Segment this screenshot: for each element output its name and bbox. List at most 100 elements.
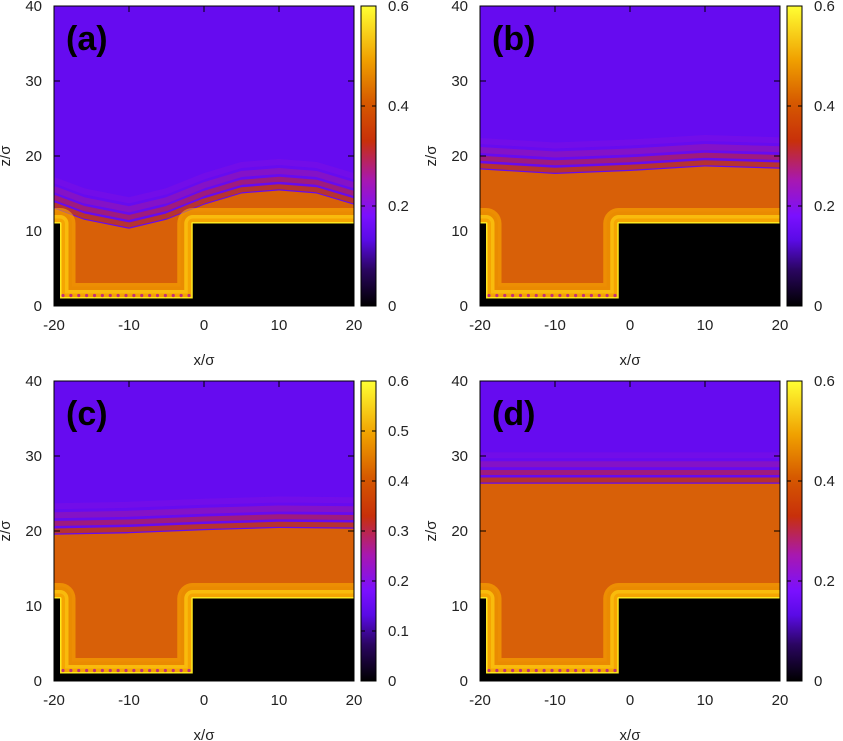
- colorbar-tick-label: 0.6: [388, 373, 409, 390]
- y-tick-label: 0: [34, 298, 42, 315]
- density-peak: [69, 668, 73, 673]
- colorbar-tick-label: 0.3: [388, 523, 409, 540]
- density-peak: [503, 668, 507, 673]
- density-peak: [100, 668, 104, 673]
- substrate: [54, 223, 354, 306]
- panel-label: (c): [66, 395, 108, 433]
- substrate: [54, 598, 354, 681]
- y-tick-label: 20: [25, 148, 42, 165]
- x-tick-label: 0: [200, 317, 208, 334]
- density-peak: [495, 293, 499, 298]
- density-peak: [511, 668, 515, 673]
- density-peak: [605, 668, 609, 673]
- x-tick-label: 0: [626, 317, 634, 334]
- density-peak: [132, 293, 136, 298]
- density-peak: [132, 668, 136, 673]
- density-peak: [148, 668, 152, 673]
- y-tick-label: 30: [25, 73, 42, 90]
- colorbar-gradient: [786, 380, 803, 682]
- x-tick-label: -20: [469, 317, 491, 334]
- density-peak: [511, 293, 515, 298]
- density-peak: [61, 668, 65, 673]
- x-tick-label: -10: [544, 317, 566, 334]
- y-axis-label: z/σ: [423, 145, 440, 167]
- interface-band: [54, 184, 354, 228]
- colorbar-tick-label: 0.4: [388, 473, 409, 490]
- density-peak: [558, 293, 562, 298]
- density-peak: [69, 293, 73, 298]
- density-peak: [187, 668, 191, 673]
- x-tick-label: -10: [544, 692, 566, 709]
- density-peak: [92, 668, 97, 673]
- colorbar-tick-label: 0.6: [814, 0, 835, 15]
- colorbar-tick-label: 0.4: [814, 473, 835, 490]
- density-peak: [155, 293, 160, 298]
- y-tick-label: 40: [451, 0, 468, 15]
- x-axis-label: x/σ: [620, 352, 642, 369]
- density-peak: [605, 293, 609, 298]
- x-tick-label: 10: [697, 692, 714, 709]
- density-peak: [92, 293, 97, 298]
- density-peak: [61, 293, 65, 298]
- colorbar-tick-label: 0: [388, 298, 396, 315]
- density-map: [480, 6, 780, 306]
- y-tick-label: 30: [25, 448, 42, 465]
- interface-band: [54, 168, 354, 213]
- y-tick-label: 40: [25, 373, 42, 390]
- colorbar-tick-label: 0.2: [814, 198, 835, 215]
- density-peak: [574, 668, 578, 673]
- density-peak: [495, 668, 499, 673]
- x-tick-label: 10: [697, 317, 714, 334]
- density-peak: [550, 668, 554, 673]
- colorbar-tick-label: 0.2: [388, 198, 409, 215]
- x-axis-label: x/σ: [194, 727, 216, 741]
- density-peak: [613, 293, 617, 298]
- colorbar-tick-label: 0.4: [814, 98, 835, 115]
- density-peak: [487, 293, 491, 298]
- panel-d: (d) -20 -10 0 10 20 0 10 20 30 40 x/σ z/σ 0 0.2 0.4 0.6: [423, 373, 835, 741]
- density-peak: [534, 293, 538, 298]
- interface-band: [54, 514, 354, 526]
- x-tick-label: -20: [43, 317, 65, 334]
- y-tick-label: 30: [451, 448, 468, 465]
- colorbar: 0 0.2 0.4 0.6: [360, 0, 409, 315]
- density-peak: [124, 668, 128, 673]
- density-peak: [124, 293, 128, 298]
- density-peak: [179, 293, 183, 298]
- density-peak: [581, 668, 586, 673]
- density-map: [54, 6, 354, 306]
- density-peak: [589, 293, 593, 298]
- density-map: [480, 381, 780, 681]
- x-tick-label: 20: [346, 692, 363, 709]
- panel-label: (d): [492, 395, 535, 433]
- colorbar: 0 0.2 0.4 0.6: [786, 373, 835, 690]
- y-axis-label: z/σ: [423, 520, 440, 542]
- colorbar-tick-label: 0.6: [388, 0, 409, 15]
- colorbar-tick-label: 0.2: [814, 573, 835, 590]
- density-peak: [487, 668, 491, 673]
- density-peak: [558, 668, 562, 673]
- y-tick-label: 0: [34, 673, 42, 690]
- interface-band: [480, 144, 780, 158]
- density-peak: [77, 668, 81, 673]
- density-peak: [155, 668, 160, 673]
- y-tick-label: 40: [451, 373, 468, 390]
- density-peak: [163, 668, 167, 673]
- density-peak: [148, 293, 152, 298]
- y-tick-label: 20: [451, 148, 468, 165]
- y-tick-label: 30: [451, 73, 468, 90]
- panel-label: (a): [66, 20, 108, 58]
- x-tick-label: -10: [118, 317, 140, 334]
- density-peak: [542, 293, 546, 298]
- y-tick-label: 10: [25, 223, 42, 240]
- density-peak: [566, 293, 570, 298]
- interface-band: [480, 135, 780, 149]
- density-peak: [613, 668, 617, 673]
- density-peak: [140, 293, 144, 298]
- y-tick-label: 10: [25, 598, 42, 615]
- colorbar-gradient: [786, 5, 803, 307]
- x-tick-label: 20: [346, 317, 363, 334]
- colorbar-tick-label: 0: [814, 298, 822, 315]
- colorbar-tick-label: 0.5: [388, 423, 409, 440]
